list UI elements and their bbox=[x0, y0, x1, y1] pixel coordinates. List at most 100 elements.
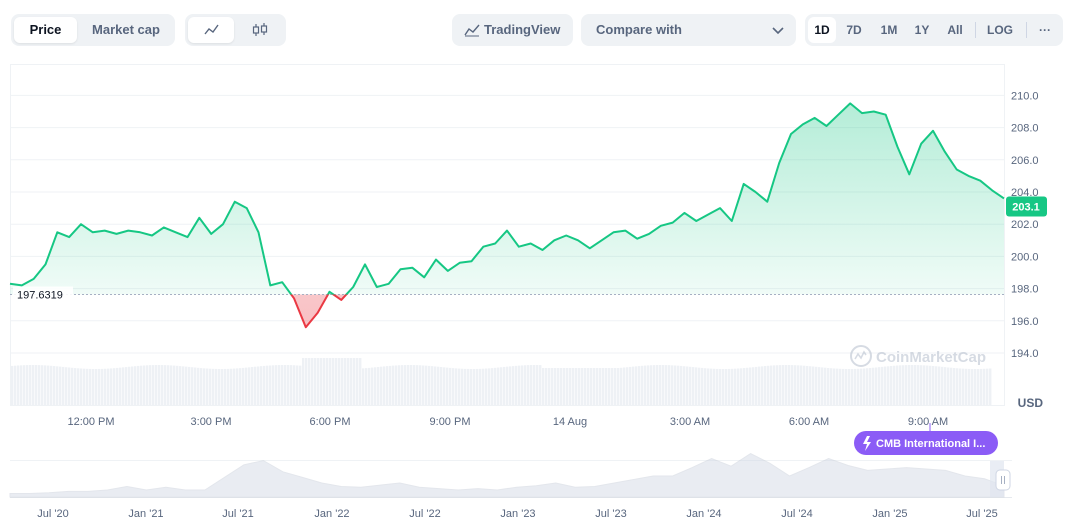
volume-bar bbox=[701, 367, 704, 405]
volume-bar bbox=[593, 368, 596, 405]
volume-bar bbox=[941, 366, 944, 405]
volume-bar bbox=[170, 365, 173, 405]
volume-bar bbox=[356, 358, 359, 405]
navigator-handle[interactable] bbox=[995, 469, 1011, 491]
volume-bar bbox=[473, 368, 476, 405]
volume-bar bbox=[449, 367, 452, 405]
event-badge-text: CMB International I... bbox=[876, 438, 985, 450]
volume-bar bbox=[920, 365, 923, 405]
volume-bar bbox=[374, 367, 377, 405]
volume-bar bbox=[194, 367, 197, 405]
volume-bar bbox=[641, 365, 644, 405]
range-1m[interactable]: 1M bbox=[880, 23, 898, 37]
volume-bar bbox=[452, 368, 455, 405]
volume-bar bbox=[566, 368, 569, 405]
volume-bar bbox=[320, 358, 323, 405]
volume-bar bbox=[227, 368, 230, 405]
volume-bar bbox=[698, 367, 701, 405]
volume-bar bbox=[251, 367, 254, 405]
baseline-label: 197.6319 bbox=[13, 286, 73, 303]
range-1y[interactable]: 1Y bbox=[914, 23, 930, 37]
volume-bar bbox=[908, 365, 911, 405]
volume-bar bbox=[344, 358, 347, 405]
volume-bar bbox=[50, 365, 53, 405]
line-chart-button[interactable] bbox=[188, 17, 234, 43]
volume-bar bbox=[539, 365, 542, 405]
volume-bar bbox=[761, 366, 764, 405]
volume-bar bbox=[839, 368, 842, 405]
compare-with-select[interactable]: Compare with bbox=[581, 14, 796, 46]
volume-bar bbox=[506, 366, 509, 405]
volume-bar bbox=[677, 365, 680, 405]
navigator: Jul '20 Jan '21 Jul '21 Jan '22 Jul '22 Jan '… bbox=[9, 453, 1012, 520]
volume-bar bbox=[800, 365, 803, 405]
volume-bar bbox=[500, 367, 503, 405]
volume-bar bbox=[440, 367, 443, 405]
volume-bar bbox=[260, 366, 263, 405]
volume-bar bbox=[743, 368, 746, 405]
more-options-button[interactable]: ··· bbox=[1039, 23, 1051, 37]
volume-bar bbox=[746, 367, 749, 405]
volume-bar bbox=[818, 367, 821, 405]
volume-bar bbox=[197, 367, 200, 405]
volume-bar bbox=[968, 368, 971, 405]
volume-bar bbox=[686, 366, 689, 405]
volume-bar bbox=[770, 365, 773, 405]
volume-bar bbox=[926, 365, 929, 405]
candlestick-button[interactable] bbox=[237, 17, 283, 43]
volume-bar bbox=[47, 365, 50, 405]
volume-bar bbox=[683, 366, 686, 405]
volume-bar bbox=[962, 368, 965, 405]
navigator-tick-label: Jan '23 bbox=[500, 508, 535, 520]
volume-bar bbox=[116, 367, 119, 405]
volume-bar bbox=[713, 368, 716, 405]
volume-bar bbox=[230, 368, 233, 405]
navigator-area bbox=[9, 453, 1005, 498]
range-7d[interactable]: 7D bbox=[846, 23, 862, 37]
tab-price[interactable]: Price bbox=[14, 17, 77, 43]
range-1d[interactable]: 1D bbox=[808, 17, 836, 43]
volume-bar bbox=[14, 365, 17, 405]
volume-bar bbox=[755, 366, 758, 405]
volume-bar bbox=[332, 358, 335, 405]
volume-bar bbox=[608, 368, 611, 405]
volume-bar bbox=[752, 367, 755, 405]
event-badge[interactable]: CMB International I... bbox=[854, 423, 998, 455]
volume-bar bbox=[563, 368, 566, 405]
volume-bar bbox=[896, 365, 899, 405]
volume-bar bbox=[758, 366, 761, 405]
volume-bar bbox=[179, 366, 182, 405]
log-scale-button[interactable]: LOG bbox=[987, 23, 1013, 37]
volume-bar bbox=[89, 368, 92, 405]
volume-bar bbox=[398, 365, 401, 405]
volume-bar bbox=[266, 365, 269, 405]
volume-bar bbox=[158, 365, 161, 405]
candlestick-icon bbox=[252, 23, 268, 36]
volume-bar bbox=[491, 368, 494, 405]
line-chart-icon bbox=[204, 24, 219, 35]
volume-bar bbox=[161, 365, 164, 405]
volume-bar bbox=[137, 365, 140, 405]
range-all[interactable]: All bbox=[947, 23, 963, 37]
volume-bar bbox=[329, 358, 332, 405]
tradingview-button[interactable]: TradingView bbox=[452, 14, 573, 46]
volume-bar bbox=[707, 368, 710, 405]
volume-bar bbox=[836, 368, 839, 405]
volume-bar bbox=[809, 366, 812, 405]
volume-bar bbox=[662, 365, 665, 405]
navigator-tick-label: Jul '24 bbox=[781, 508, 812, 520]
volume-bar bbox=[407, 365, 410, 405]
volume-bar bbox=[626, 367, 629, 405]
volume-bar bbox=[146, 365, 149, 405]
volume-bar bbox=[794, 365, 797, 405]
volume-bar bbox=[167, 365, 170, 405]
tab-market-cap[interactable]: Market cap bbox=[92, 22, 160, 37]
volume-bar bbox=[536, 365, 539, 405]
volume-bar bbox=[674, 365, 677, 405]
volume-bar bbox=[416, 365, 419, 405]
volume-bar bbox=[617, 368, 620, 405]
volume-bar bbox=[719, 368, 722, 405]
volume-bar bbox=[860, 368, 863, 405]
volume-bar bbox=[689, 366, 692, 405]
volume-bar bbox=[914, 365, 917, 405]
